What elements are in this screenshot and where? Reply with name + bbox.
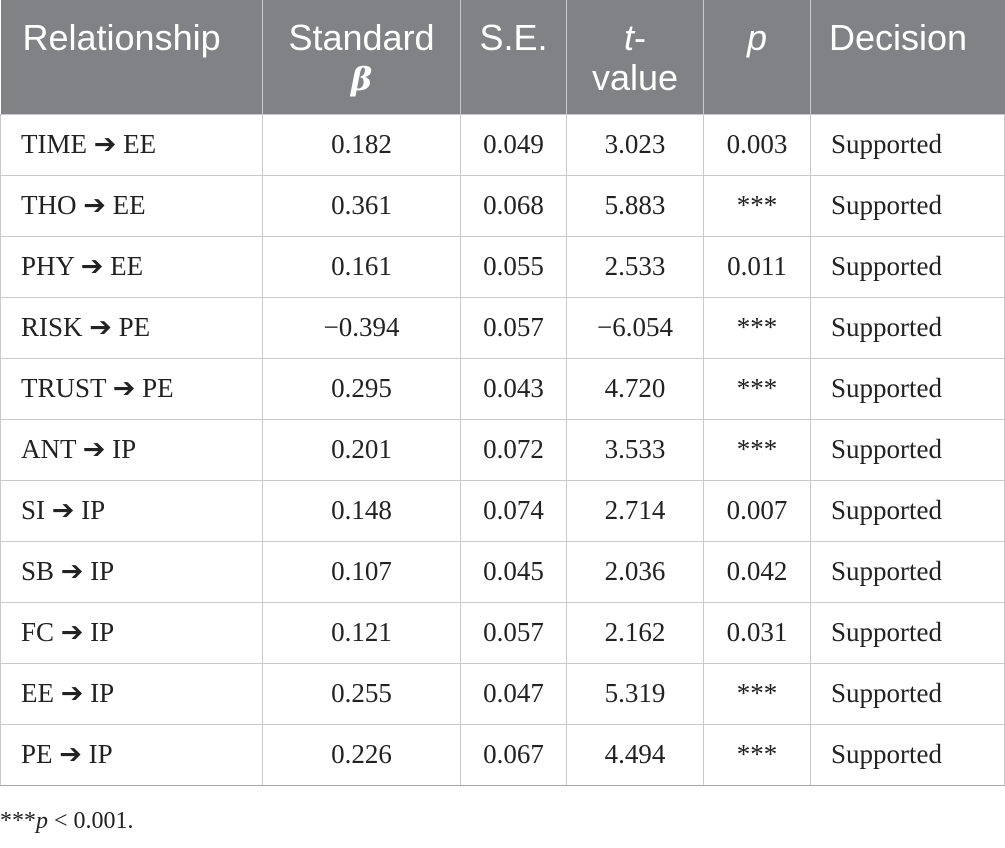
cell-p: ***	[703, 662, 811, 725]
cell-standard-beta: 0.201	[262, 418, 461, 481]
cell-standard-beta: 0.361	[262, 174, 461, 237]
table-row: THO ➔ EE 0.361 0.068 5.883 *** Supported	[0, 174, 1005, 237]
cell-decision: Supported	[810, 113, 1005, 176]
cell-decision: Supported	[810, 235, 1005, 298]
cell-relationship: PE ➔ IP	[0, 723, 263, 786]
cell-relationship: TRUST ➔ PE	[0, 357, 263, 420]
cell-decision: Supported	[810, 479, 1005, 542]
cell-se: 0.072	[460, 418, 567, 481]
cell-relationship: SB ➔ IP	[0, 540, 263, 603]
cell-p: 0.042	[703, 540, 811, 603]
cell-p: ***	[703, 296, 811, 359]
cell-decision: Supported	[810, 418, 1005, 481]
cell-standard-beta: 0.148	[262, 479, 461, 542]
table-row: RISK ➔ PE −0.394 0.057 −6.054 *** Supported	[0, 296, 1005, 359]
cell-t-value: 3.023	[566, 113, 704, 176]
cell-se: 0.057	[460, 601, 567, 664]
cell-relationship: PHY ➔ EE	[0, 235, 263, 298]
cell-decision: Supported	[810, 296, 1005, 359]
cell-decision: Supported	[810, 601, 1005, 664]
cell-t-value: −6.054	[566, 296, 704, 359]
cell-p: 0.031	[703, 601, 811, 664]
cell-standard-beta: 0.107	[262, 540, 461, 603]
cell-t-value: 3.533	[566, 418, 704, 481]
cell-decision: Supported	[810, 357, 1005, 420]
table-row: SI ➔ IP 0.148 0.074 2.714 0.007 Supported	[0, 479, 1005, 542]
cell-p: ***	[703, 723, 811, 786]
cell-p: 0.003	[703, 113, 811, 176]
cell-t-value: 2.162	[566, 601, 704, 664]
footnote: ***p < 0.001.	[0, 808, 134, 834]
cell-p: ***	[703, 418, 811, 481]
cell-relationship: EE ➔ IP	[0, 662, 263, 725]
cell-t-value: 4.494	[566, 723, 704, 786]
cell-t-value: 4.720	[566, 357, 704, 420]
cell-se: 0.055	[460, 235, 567, 298]
table-row: TIME ➔ EE 0.182 0.049 3.023 0.003 Supported	[0, 113, 1005, 176]
cell-se: 0.049	[460, 113, 567, 176]
cell-se: 0.068	[460, 174, 567, 237]
header-decision: Decision	[810, 0, 1005, 114]
header-standard-beta: Standard β	[262, 0, 461, 114]
cell-se: 0.047	[460, 662, 567, 725]
cell-standard-beta: 0.161	[262, 235, 461, 298]
cell-p: 0.007	[703, 479, 811, 542]
table-row: FC ➔ IP 0.121 0.057 2.162 0.031 Supported	[0, 601, 1005, 664]
cell-t-value: 5.883	[566, 174, 704, 237]
cell-se: 0.045	[460, 540, 567, 603]
cell-decision: Supported	[810, 723, 1005, 786]
cell-standard-beta: 0.226	[262, 723, 461, 786]
cell-se: 0.067	[460, 723, 567, 786]
results-table: Relationship Standard β S.E. t- value p …	[0, 0, 1005, 786]
cell-t-value: 2.714	[566, 479, 704, 542]
cell-standard-beta: 0.255	[262, 662, 461, 725]
table-row: EE ➔ IP 0.255 0.047 5.319 *** Supported	[0, 662, 1005, 725]
cell-relationship: THO ➔ EE	[0, 174, 263, 237]
cell-standard-beta: −0.394	[262, 296, 461, 359]
cell-decision: Supported	[810, 540, 1005, 603]
table-row: TRUST ➔ PE 0.295 0.043 4.720 *** Supported	[0, 357, 1005, 420]
cell-standard-beta: 0.295	[262, 357, 461, 420]
table-row: PHY ➔ EE 0.161 0.055 2.533 0.011 Supported	[0, 235, 1005, 298]
cell-relationship: ANT ➔ IP	[0, 418, 263, 481]
cell-t-value: 2.533	[566, 235, 704, 298]
cell-relationship: TIME ➔ EE	[0, 113, 263, 176]
cell-p: ***	[703, 174, 811, 237]
table-row: ANT ➔ IP 0.201 0.072 3.533 *** Supported	[0, 418, 1005, 481]
cell-se: 0.074	[460, 479, 567, 542]
cell-relationship: RISK ➔ PE	[0, 296, 263, 359]
cell-se: 0.057	[460, 296, 567, 359]
cell-t-value: 2.036	[566, 540, 704, 603]
header-se: S.E.	[460, 0, 567, 114]
cell-se: 0.043	[460, 357, 567, 420]
cell-relationship: FC ➔ IP	[0, 601, 263, 664]
header-p: p	[703, 0, 811, 114]
cell-t-value: 5.319	[566, 662, 704, 725]
cell-p: 0.011	[703, 235, 811, 298]
cell-decision: Supported	[810, 174, 1005, 237]
cell-standard-beta: 0.121	[262, 601, 461, 664]
header-relationship: Relationship	[0, 0, 263, 114]
cell-relationship: SI ➔ IP	[0, 479, 263, 542]
header-row: Relationship Standard β S.E. t- value p …	[0, 0, 1005, 114]
table-row: PE ➔ IP 0.226 0.067 4.494 *** Supported	[0, 723, 1005, 786]
table-row: SB ➔ IP 0.107 0.045 2.036 0.042 Supported	[0, 540, 1005, 603]
cell-decision: Supported	[810, 662, 1005, 725]
header-t-value: t- value	[566, 0, 704, 114]
cell-p: ***	[703, 357, 811, 420]
cell-standard-beta: 0.182	[262, 113, 461, 176]
